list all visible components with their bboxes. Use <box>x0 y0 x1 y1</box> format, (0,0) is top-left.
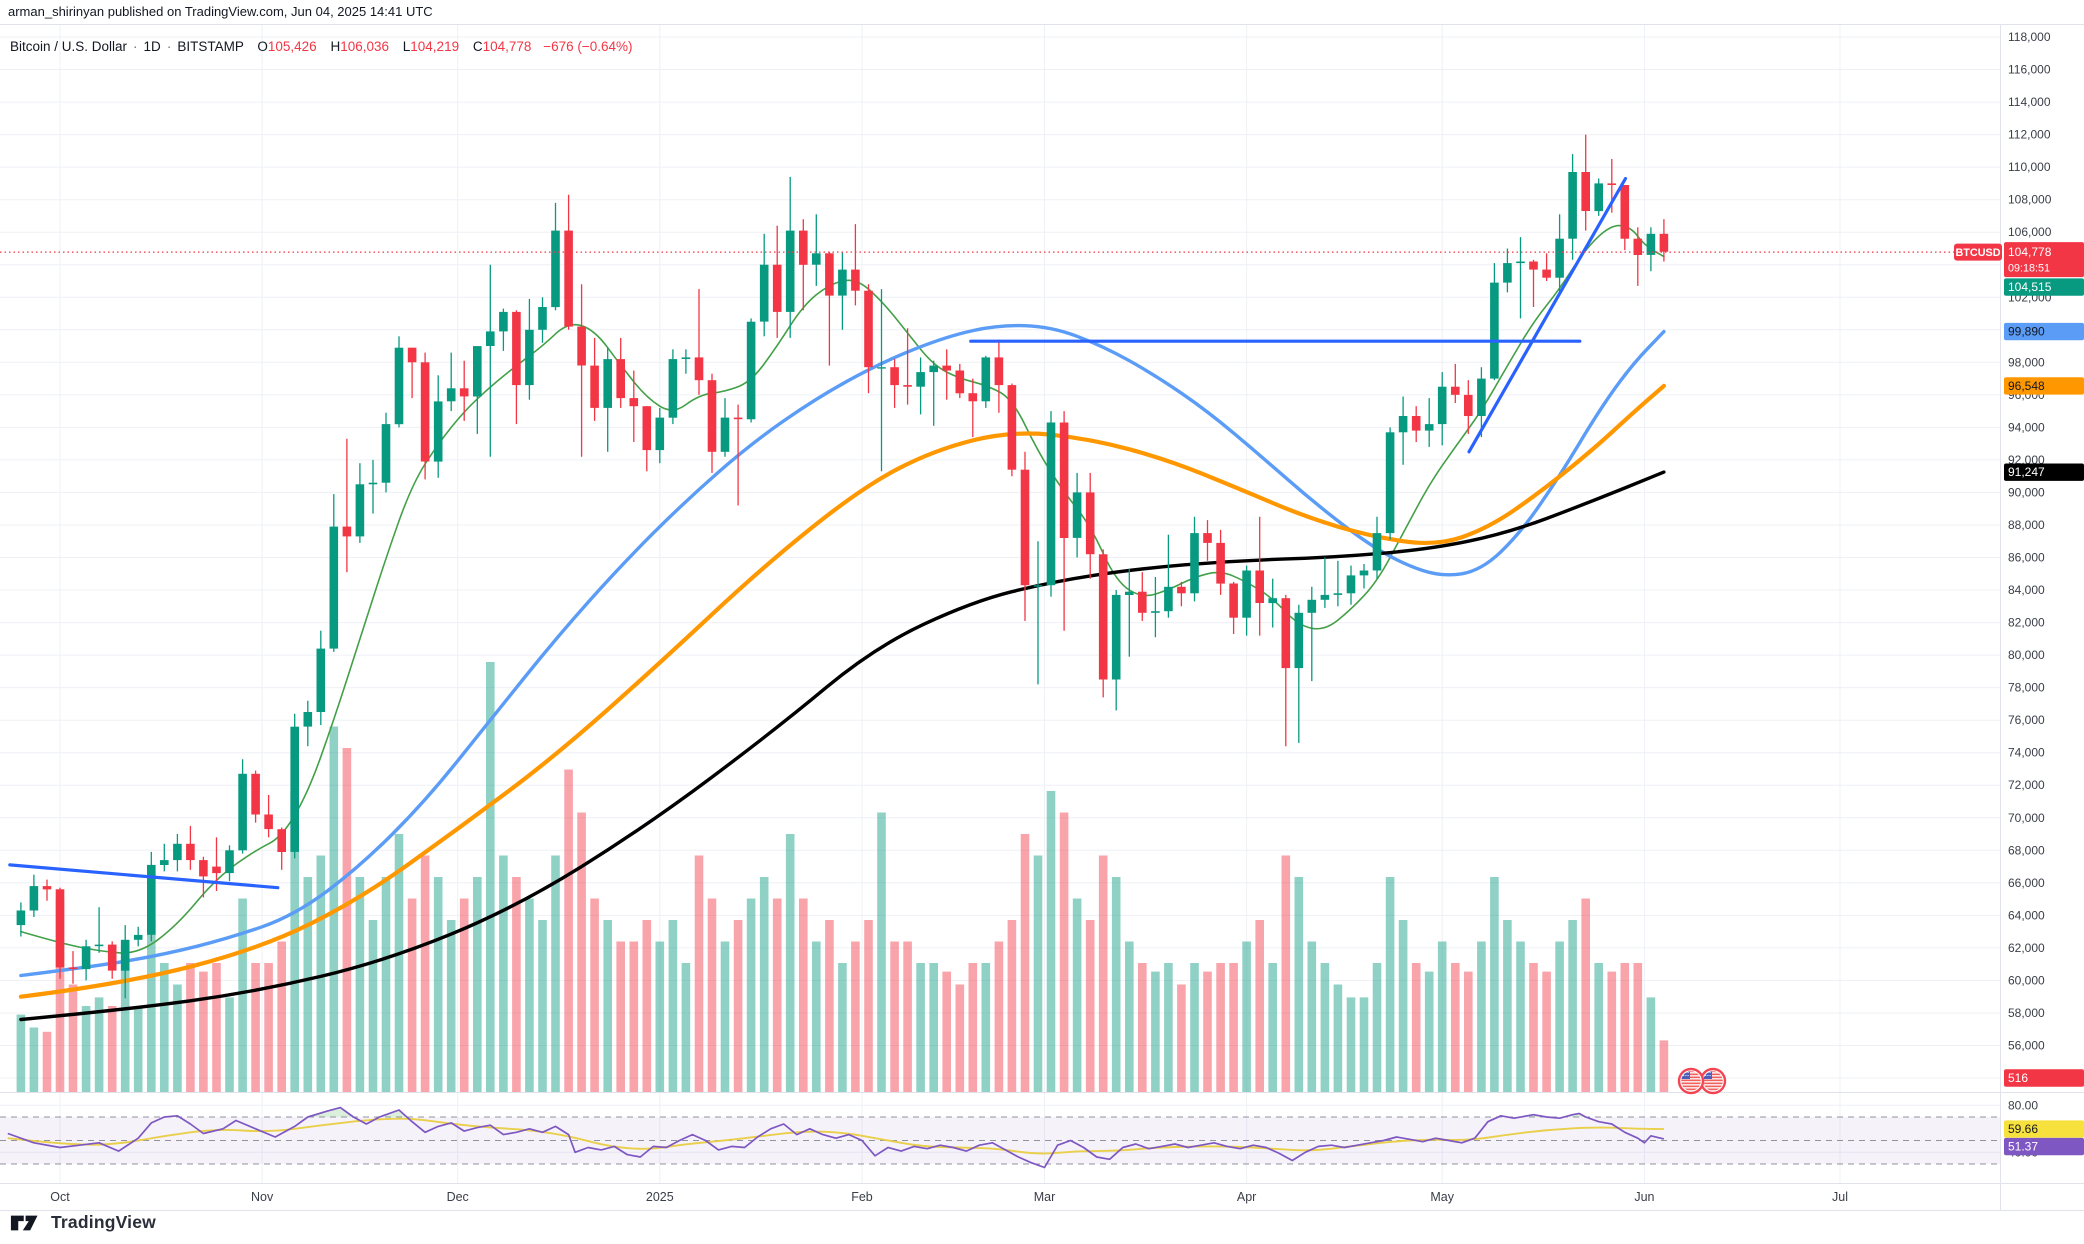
svg-text:68,000: 68,000 <box>2008 843 2045 857</box>
svg-text:80,000: 80,000 <box>2008 648 2045 662</box>
rsi-overbought-fill <box>7 1107 1664 1117</box>
svg-text:86,000: 86,000 <box>2008 551 2045 565</box>
svg-text:88,000: 88,000 <box>2008 518 2045 532</box>
us-flags-icon <box>1677 1067 1727 1095</box>
svg-text:Jun: Jun <box>1634 1190 1654 1204</box>
price-axis[interactable]: 54,00056,00058,00060,00062,00064,00066,0… <box>2008 30 2052 1159</box>
trendlines[interactable] <box>8 176 1628 890</box>
bar-countdown: 09:18:51 <box>2008 263 2050 275</box>
svg-text:59.66: 59.66 <box>2008 1122 2038 1136</box>
svg-text:74,000: 74,000 <box>2008 746 2045 760</box>
svg-text:91,247: 91,247 <box>2008 465 2045 479</box>
svg-text:Mar: Mar <box>1034 1190 1056 1204</box>
exchange-label[interactable]: BITSTAMP <box>177 39 244 54</box>
svg-text:56,000: 56,000 <box>2008 1039 2045 1053</box>
svg-text:Dec: Dec <box>447 1190 469 1204</box>
tradingview-wordmark: TradingView <box>51 1212 156 1232</box>
high-label: H <box>330 39 341 54</box>
time-axis[interactable]: Oct Nov Dec 2025 Feb Mar Apr May Jun Jul <box>50 1190 1848 1204</box>
symbol-legend[interactable]: Bitcoin / U.S. Dollar · 1D · BITSTAMP O105,4… <box>10 39 633 54</box>
svg-text:70,000: 70,000 <box>2008 811 2045 825</box>
svg-text:104,778: 104,778 <box>2008 245 2052 259</box>
may-ascending-trendline <box>1467 176 1628 454</box>
svg-text:66,000: 66,000 <box>2008 876 2045 890</box>
svg-text:Jul: Jul <box>1832 1190 1848 1204</box>
svg-text:58,000: 58,000 <box>2008 1006 2045 1020</box>
moving-averages <box>18 224 1666 1022</box>
change-value: −676 (−0.64%) <box>543 39 633 54</box>
legend-separator: · <box>133 39 138 54</box>
high-value: 106,036 <box>340 39 389 54</box>
svg-text:98,000: 98,000 <box>2008 355 2045 369</box>
svg-text:80.00: 80.00 <box>2008 1098 2038 1112</box>
svg-text:62,000: 62,000 <box>2008 941 2045 955</box>
svg-text:Feb: Feb <box>851 1190 873 1204</box>
svg-text:116,000: 116,000 <box>2008 63 2051 77</box>
svg-text:84,000: 84,000 <box>2008 583 2045 597</box>
sma-200-line <box>19 470 1666 1022</box>
svg-text:May: May <box>1430 1190 1454 1204</box>
symbol-title[interactable]: Bitcoin / U.S. Dollar <box>10 39 128 54</box>
svg-text:90,000: 90,000 <box>2008 485 2045 499</box>
svg-text:60,000: 60,000 <box>2008 973 2045 987</box>
open-value: 105,426 <box>267 39 317 54</box>
low-label: L <box>402 39 411 54</box>
svg-text:112,000: 112,000 <box>2008 128 2051 142</box>
svg-text:2025: 2025 <box>646 1190 674 1204</box>
svg-text:106,000: 106,000 <box>2008 225 2052 239</box>
svg-text:108,000: 108,000 <box>2008 193 2052 207</box>
close-value: 104,778 <box>482 39 532 54</box>
publish-info: arman_shirinyan published on TradingView… <box>8 4 433 19</box>
grid-lines <box>0 25 2000 1183</box>
svg-text:Oct: Oct <box>50 1190 70 1204</box>
svg-text:96,548: 96,548 <box>2008 379 2045 393</box>
tradingview-icon <box>10 1215 38 1230</box>
svg-text:Nov: Nov <box>251 1190 274 1204</box>
svg-text:76,000: 76,000 <box>2008 713 2045 727</box>
rsi-signal-line <box>7 1117 1664 1155</box>
svg-text:118,000: 118,000 <box>2008 30 2051 44</box>
svg-text:51.37: 51.37 <box>2008 1140 2038 1154</box>
sma-50-line <box>19 323 1666 978</box>
svg-text:Apr: Apr <box>1237 1190 1256 1204</box>
rsi-line <box>7 1106 1665 1169</box>
svg-text:114,000: 114,000 <box>2008 95 2051 109</box>
volume-series <box>16 662 1669 1092</box>
rsi-indicator <box>0 1106 2000 1169</box>
svg-text:82,000: 82,000 <box>2008 616 2045 630</box>
axis-price-labels: BTCUSD 104,778 09:18:51 104,515 99,890 96,548… <box>1954 242 2084 1156</box>
symbol-price-flag <box>1954 243 2002 261</box>
svg-text:BTCUSD: BTCUSD <box>1956 247 2001 259</box>
close-label: C <box>472 39 483 54</box>
svg-text:78,000: 78,000 <box>2008 681 2045 695</box>
candlestick-series <box>16 134 1669 999</box>
tradingview-logo[interactable]: TradingView <box>10 1212 156 1233</box>
svg-text:99,890: 99,890 <box>2008 325 2045 339</box>
open-label: O <box>257 39 268 54</box>
october-descending-trendline <box>8 863 280 890</box>
legend-separator: · <box>166 39 172 54</box>
last-price-label <box>2004 242 2084 278</box>
svg-text:92,000: 92,000 <box>2008 453 2045 467</box>
low-value: 104,219 <box>410 39 460 54</box>
sma-100-line <box>18 383 1666 999</box>
ema-20-line <box>20 224 1665 954</box>
svg-text:104,515: 104,515 <box>2008 280 2052 294</box>
svg-text:72,000: 72,000 <box>2008 778 2045 792</box>
svg-text:94,000: 94,000 <box>2008 420 2045 434</box>
svg-text:110,000: 110,000 <box>2008 160 2051 174</box>
svg-text:64,000: 64,000 <box>2008 908 2045 922</box>
svg-text:516: 516 <box>2008 1071 2028 1085</box>
pane-separators <box>0 24 2084 1211</box>
interval-label[interactable]: 1D <box>143 39 161 54</box>
